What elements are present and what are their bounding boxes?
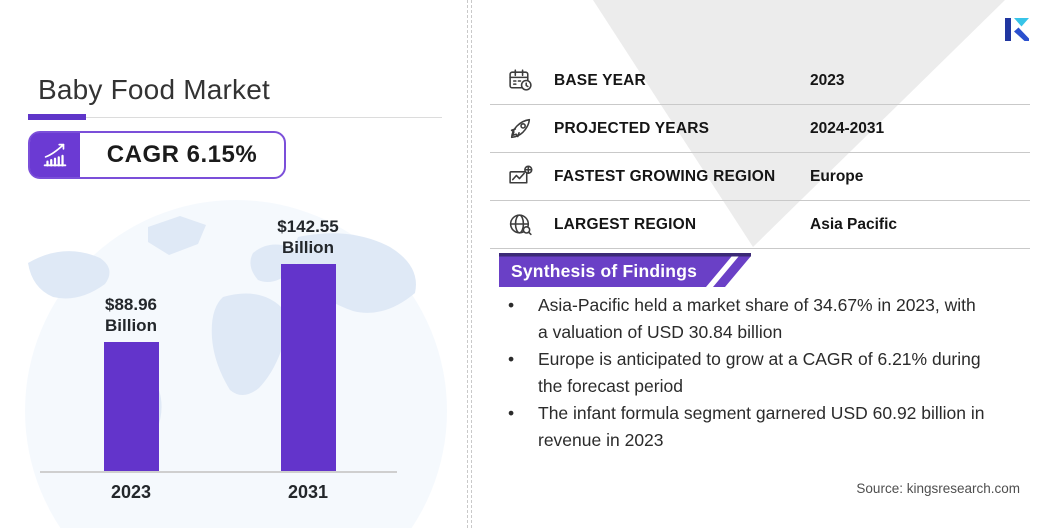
rocket-icon	[506, 115, 534, 142]
bar-group-2023: $88.96 Billion	[71, 294, 191, 471]
details-panel: BASE YEAR 2023 PROJECTED YEARS 2024-2031	[468, 0, 1056, 528]
growth-region-icon	[506, 163, 534, 190]
page-title: Baby Food Market	[38, 74, 270, 105]
title-divider-accent	[28, 114, 86, 120]
bar-2031	[280, 264, 336, 471]
bar-value-label: $88.96 Billion	[105, 295, 157, 335]
row-label: PROJECTED YEARS	[554, 119, 710, 137]
finding-item: Asia-Pacific held a market share of 34.6…	[506, 292, 988, 346]
globe-search-icon	[506, 211, 534, 238]
x-tick-2023: 2023	[110, 482, 152, 502]
row-label: FASTEST GROWING REGION	[554, 167, 776, 185]
findings-list: Asia-Pacific held a market share of 34.6…	[506, 292, 988, 454]
table-row-base-year: BASE YEAR 2023	[490, 57, 1030, 105]
bar-2023	[103, 342, 159, 471]
table-row-fastest-growing-region: FASTEST GROWING REGION Europe	[490, 153, 1030, 201]
calendar-clock-icon	[506, 67, 534, 94]
row-label: LARGEST REGION	[554, 215, 697, 233]
dashed-section-divider	[467, 0, 472, 528]
x-tick-2031: 2031	[287, 482, 329, 502]
row-value: 2024-2031	[810, 119, 885, 137]
table-row-largest-region: LARGEST REGION Asia Pacific	[490, 201, 1030, 249]
kings-research-logo	[1004, 17, 1032, 43]
title-divider	[28, 117, 442, 118]
market-overview-panel: Baby Food Market CAGR 6.15% $88.96 Billi…	[0, 0, 468, 528]
finding-item: The infant formula segment garnered USD …	[506, 400, 988, 454]
cagr-value-label: CAGR 6.15%	[106, 141, 258, 168]
bar-group-2031: $142.55 Billion	[248, 216, 368, 471]
findings-banner: Synthesis of Findings	[499, 250, 751, 287]
source-text: Source: kingsresearch.com	[856, 481, 1020, 496]
info-table: BASE YEAR 2023 PROJECTED YEARS 2024-2031	[490, 57, 1030, 249]
cagr-badge: CAGR 6.15%	[28, 131, 286, 179]
row-value: Asia Pacific	[810, 215, 898, 233]
row-value: 2023	[810, 71, 845, 89]
bar-value-label: $142.55 Billion	[277, 217, 339, 257]
row-label: BASE YEAR	[554, 71, 646, 89]
table-row-projected-years: PROJECTED YEARS 2024-2031	[490, 105, 1030, 153]
growth-arrow-icon	[30, 133, 80, 177]
row-value: Europe	[810, 167, 864, 185]
x-axis-line	[40, 471, 397, 473]
finding-item: Europe is anticipated to grow at a CAGR …	[506, 346, 988, 400]
findings-banner-title: Synthesis of Findings	[511, 261, 698, 281]
